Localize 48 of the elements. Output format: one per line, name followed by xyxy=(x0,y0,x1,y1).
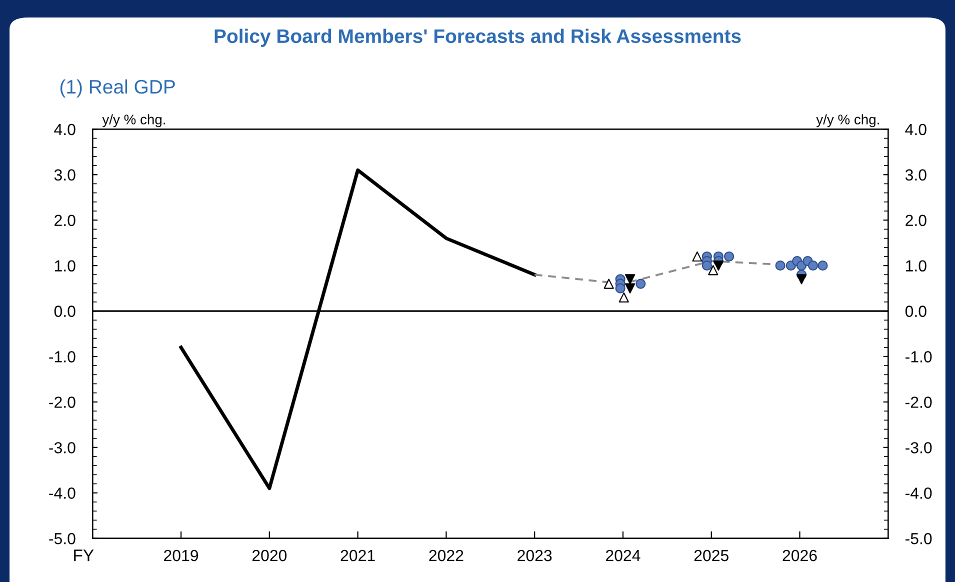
y2-tick-label: 0.0 xyxy=(905,306,926,317)
point xyxy=(604,278,614,289)
point xyxy=(713,260,724,271)
point xyxy=(708,265,718,276)
point xyxy=(702,260,712,271)
point xyxy=(618,292,629,302)
point xyxy=(636,278,646,289)
x-axis-title: FY xyxy=(74,550,94,562)
y-axis-title: y/y % chg. xyxy=(102,114,165,128)
y-tick-label: -1.0 xyxy=(49,351,76,362)
point xyxy=(624,274,636,284)
x-tick-label: 2021 xyxy=(340,550,375,562)
point xyxy=(692,251,702,262)
y2-tick-label: -5.0 xyxy=(906,532,932,544)
x-tick-label: 2025 xyxy=(694,550,728,562)
y2-tick-label: 3.0 xyxy=(905,169,926,181)
y2-tick-label: -3.0 xyxy=(906,442,932,454)
point xyxy=(796,274,807,284)
y2-tick-label: -1.0 xyxy=(906,351,932,362)
point xyxy=(624,283,636,294)
y-tick-label: 0.0 xyxy=(54,306,76,317)
point xyxy=(818,260,828,271)
y-tick-label: -5.0 xyxy=(49,532,76,544)
x-tick-label: 2024 xyxy=(606,550,640,562)
y-tick-label: 3.0 xyxy=(54,169,76,181)
y2-axis-title: y/y % chg. xyxy=(816,114,879,128)
y2-tick-label: -2.0 xyxy=(906,396,932,408)
x-tick-label: 2023 xyxy=(518,550,552,562)
y-tick-label: -4.0 xyxy=(49,488,76,499)
point xyxy=(808,260,818,271)
y-tick-label: 2.0 xyxy=(54,214,76,226)
chart-subtitle: (1) Real GDP xyxy=(60,79,175,98)
y2-tick-label: -4.0 xyxy=(906,488,932,499)
y2-tick-label: 1.0 xyxy=(906,260,926,272)
x-tick-label: 2022 xyxy=(429,550,464,562)
point xyxy=(724,251,734,262)
x-tick-label: 2019 xyxy=(164,550,198,562)
y-tick-label: -2.0 xyxy=(49,396,76,408)
x-tick-label: 2020 xyxy=(252,550,287,562)
y2-tick-label: 4.0 xyxy=(905,124,926,136)
point xyxy=(615,283,626,294)
x-tick-label: 2026 xyxy=(782,550,817,562)
y-tick-label: -3.0 xyxy=(49,442,76,454)
y2-tick-label: 2.0 xyxy=(906,214,926,226)
y-tick-label: 1.0 xyxy=(54,260,76,272)
point xyxy=(775,260,786,271)
chart-title: Policy Board Members' Forecasts and Risk Assessments xyxy=(214,28,741,47)
y-tick-label: 4.0 xyxy=(54,124,76,136)
